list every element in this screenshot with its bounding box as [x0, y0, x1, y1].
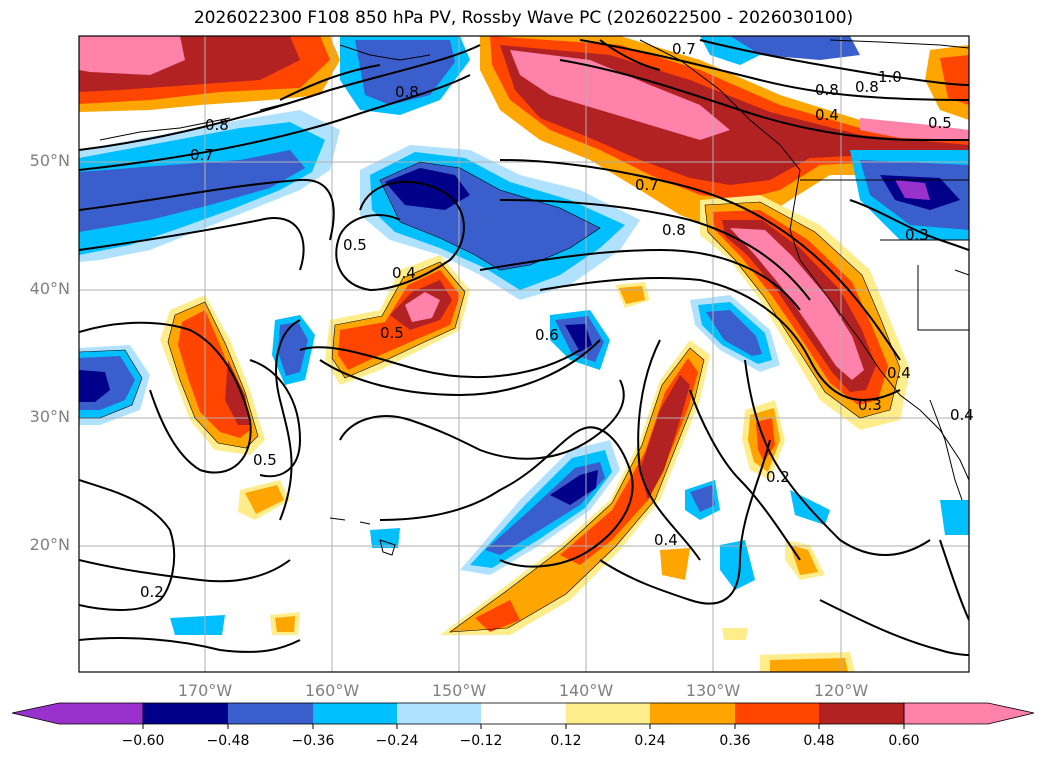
contour-label: 0.2: [766, 468, 790, 486]
contour-label: 0.7: [190, 146, 214, 164]
latitude-label: 30°N: [29, 407, 70, 426]
contour-label: 0.4: [887, 364, 911, 382]
contour-label: 0.5: [253, 451, 277, 469]
contour-label: 0.5: [343, 236, 367, 254]
colorbar-tick-label: −0.60: [121, 733, 165, 749]
contour-label: 0.5: [928, 114, 952, 132]
colorbar-tick-label: 0.60: [888, 733, 920, 749]
contour-label-group: 1.0 0.8 0.8 0.7 0.7 0.8 0.8 0.4 0.5 0.5 …: [140, 40, 974, 601]
plot-frame: [78, 35, 970, 673]
longitude-label: 120°W: [813, 681, 869, 700]
latitude-label: 40°N: [29, 279, 70, 298]
longitude-label: 160°W: [304, 681, 360, 700]
graticule: [79, 36, 969, 672]
contour-label: 1.0: [878, 68, 902, 86]
contour-label: 0.6: [535, 326, 559, 344]
colorbar: [11, 702, 1035, 729]
colorbar-tick-label: −0.36: [291, 733, 335, 749]
contour-label: 0.8: [662, 221, 686, 239]
longitude-label: 140°W: [558, 681, 614, 700]
contour-label: 0.4: [654, 531, 678, 549]
contour-label: 0.7: [635, 176, 659, 194]
latitude-label: 50°N: [29, 151, 70, 170]
colorbar-tick-label: 0.48: [803, 733, 835, 749]
contour-label: 0.7: [672, 40, 696, 58]
colorbar-tick-label: 0.12: [550, 733, 582, 749]
longitude-label: 130°W: [685, 681, 741, 700]
pv-contours: [79, 39, 969, 656]
map-title: 2026022300 F108 850 hPa PV, Rossby Wave …: [193, 8, 854, 28]
colorbar-tick-label: 0.36: [719, 733, 751, 749]
colorbar-tick-label: −0.24: [375, 733, 419, 749]
contour-label: 0.4: [950, 406, 974, 424]
contour-label: 0.4: [392, 264, 416, 282]
contour-label: 0.4: [815, 106, 839, 124]
contour-label: 0.3: [858, 396, 882, 414]
contour-label: 0.3: [905, 226, 929, 244]
colorbar-tick-label: −0.12: [459, 733, 503, 749]
contour-label: 0.5: [380, 324, 404, 342]
contour-label: 0.8: [815, 81, 839, 99]
contour-label: 0.8: [395, 83, 419, 101]
colorbar-tick-label: 0.24: [634, 733, 666, 749]
contour-label: 0.8: [855, 78, 879, 96]
longitude-label: 170°W: [177, 681, 233, 700]
pv-shading: [79, 36, 969, 672]
contour-label: 0.2: [140, 583, 164, 601]
latitude-label: 20°N: [29, 535, 70, 554]
colorbar-tick-label: −0.48: [206, 733, 250, 749]
pv-outlines: [79, 161, 901, 633]
longitude-label: 150°W: [431, 681, 487, 700]
contour-label: 0.8: [205, 116, 229, 134]
